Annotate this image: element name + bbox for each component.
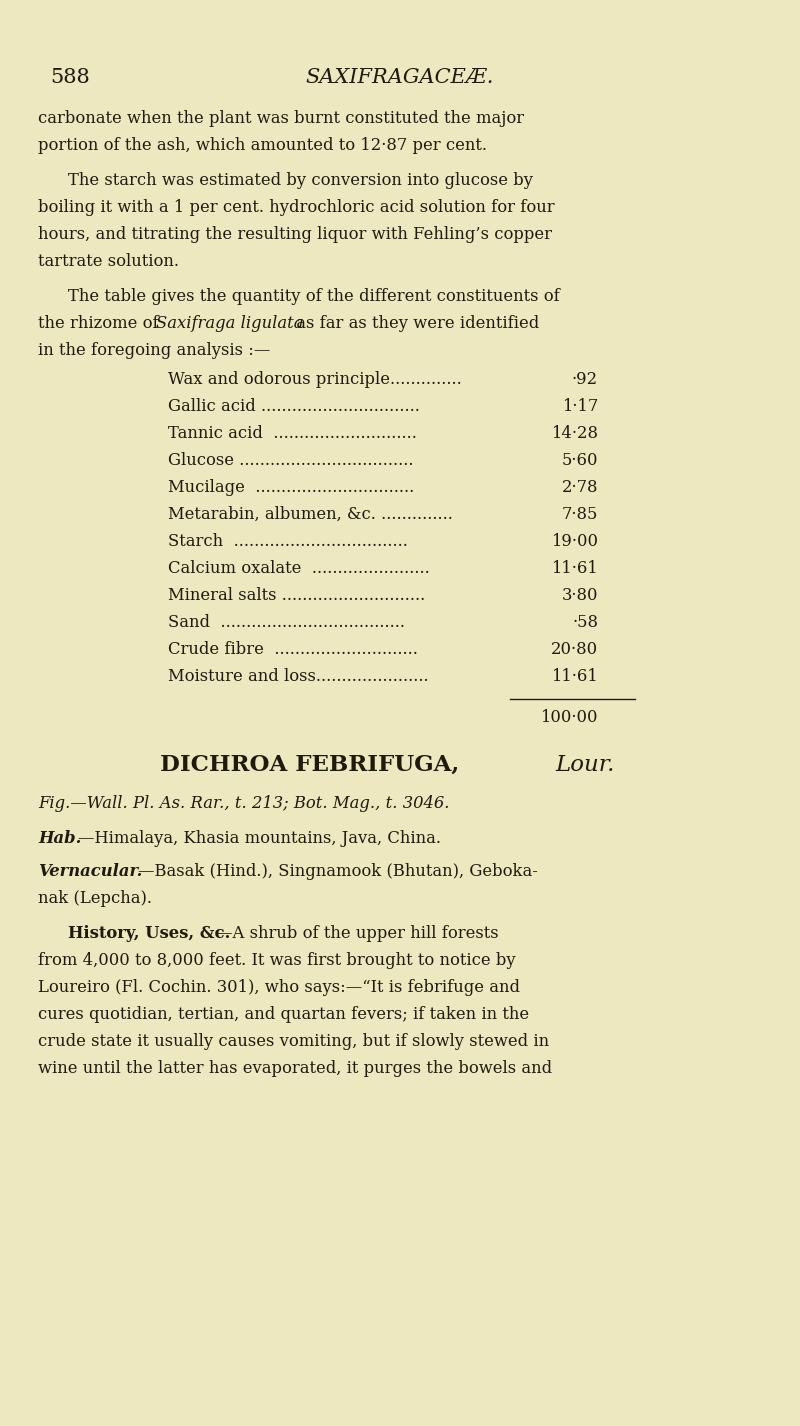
Text: Calcium oxalate  .......................: Calcium oxalate .......................: [168, 560, 430, 578]
Text: 5·60: 5·60: [562, 452, 598, 469]
Text: Gallic acid ...............................: Gallic acid ............................…: [168, 398, 420, 415]
Text: —A shrub of the upper hill forests: —A shrub of the upper hill forests: [216, 925, 498, 943]
Text: portion of the ash, which amounted to 12·87 per cent.: portion of the ash, which amounted to 12…: [38, 137, 487, 154]
Text: crude state it usually causes vomiting, but if slowly stewed in: crude state it usually causes vomiting, …: [38, 1032, 549, 1050]
Text: 20·80: 20·80: [551, 642, 598, 657]
Text: Wax and odorous principle..............: Wax and odorous principle..............: [168, 371, 467, 388]
Text: 11·61: 11·61: [551, 667, 598, 684]
Text: 2·78: 2·78: [562, 479, 598, 496]
Text: 3·80: 3·80: [562, 588, 598, 605]
Text: boiling it with a 1 per cent. hydrochloric acid solution for four: boiling it with a 1 per cent. hydrochlor…: [38, 200, 554, 215]
Text: cures quotidian, tertian, and quartan fevers; if taken in the: cures quotidian, tertian, and quartan fe…: [38, 1005, 529, 1022]
Text: tartrate solution.: tartrate solution.: [38, 252, 179, 270]
Text: ·92: ·92: [572, 371, 598, 388]
Text: Glucose ..................................: Glucose ................................…: [168, 452, 414, 469]
Text: History, Uses, &c.: History, Uses, &c.: [68, 925, 230, 943]
Text: Fig.—Wall. Pl. As. Rar., t. 213; Bot. Mag., t. 3046.: Fig.—Wall. Pl. As. Rar., t. 213; Bot. Ma…: [38, 796, 450, 811]
Text: Mucilage  ...............................: Mucilage ...............................: [168, 479, 414, 496]
Text: Loureiro (Fl. Cochin. 301), who says:—“It is febrifuge and: Loureiro (Fl. Cochin. 301), who says:—“I…: [38, 980, 520, 995]
Text: Vernacular.: Vernacular.: [38, 863, 142, 880]
Text: Mineral salts ............................: Mineral salts ..........................…: [168, 588, 426, 605]
Text: 11·61: 11·61: [551, 560, 598, 578]
Text: nak (Lepcha).: nak (Lepcha).: [38, 890, 152, 907]
Text: 19·00: 19·00: [551, 533, 598, 550]
Text: in the foregoing analysis :—: in the foregoing analysis :—: [38, 342, 270, 359]
Text: hours, and titrating the resulting liquor with Fehling’s copper: hours, and titrating the resulting liquo…: [38, 225, 552, 242]
Text: SAXIFRAGACEÆ.: SAXIFRAGACEÆ.: [306, 68, 494, 87]
Text: DICHROA FEBRIFUGA,: DICHROA FEBRIFUGA,: [160, 754, 460, 776]
Text: 7·85: 7·85: [562, 506, 598, 523]
Text: ·58: ·58: [572, 615, 598, 630]
Text: 100·00: 100·00: [541, 709, 598, 726]
Text: Lour.: Lour.: [555, 754, 614, 776]
Text: wine until the latter has evaporated, it purges the bowels and: wine until the latter has evaporated, it…: [38, 1060, 552, 1077]
Text: 1·17: 1·17: [562, 398, 598, 415]
Text: Sand  ....................................: Sand ...................................…: [168, 615, 405, 630]
Text: carbonate when the plant was burnt constituted the major: carbonate when the plant was burnt const…: [38, 110, 524, 127]
Text: 588: 588: [50, 68, 90, 87]
Text: —Basak (Hind.), Singnamook (Bhutan), Geboka-: —Basak (Hind.), Singnamook (Bhutan), Geb…: [138, 863, 538, 880]
Text: from 4,000 to 8,000 feet. It was first brought to notice by: from 4,000 to 8,000 feet. It was first b…: [38, 953, 516, 970]
Text: Moisture and loss......................: Moisture and loss......................: [168, 667, 429, 684]
Text: as far as they were identified: as far as they were identified: [291, 315, 539, 332]
Text: Tannic acid  ............................: Tannic acid ............................: [168, 425, 417, 442]
Text: 14·28: 14·28: [551, 425, 598, 442]
Text: Crude fibre  ............................: Crude fibre ............................: [168, 642, 418, 657]
Text: The table gives the quantity of the different constituents of: The table gives the quantity of the diff…: [68, 288, 560, 305]
Text: The starch was estimated by conversion into glucose by: The starch was estimated by conversion i…: [68, 173, 533, 190]
Text: —Himalaya, Khasia mountains, Java, China.: —Himalaya, Khasia mountains, Java, China…: [78, 830, 441, 847]
Text: Metarabin, albumen, &c. ..............: Metarabin, albumen, &c. ..............: [168, 506, 453, 523]
Text: Hab.: Hab.: [38, 830, 82, 847]
Text: Saxifraga ligulata: Saxifraga ligulata: [156, 315, 303, 332]
Text: Starch  ..................................: Starch .................................…: [168, 533, 408, 550]
Text: the rhizome of: the rhizome of: [38, 315, 164, 332]
